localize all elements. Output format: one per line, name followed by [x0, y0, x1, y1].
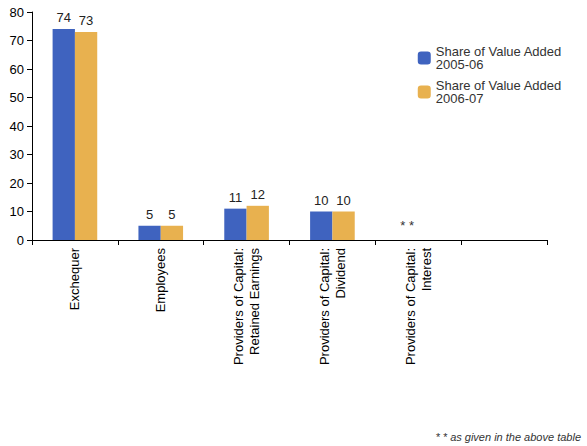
svg-text:* * as given in the above tabl: * * as given in the above table: [435, 431, 581, 443]
svg-text:80: 80: [10, 5, 24, 20]
svg-text:Share of Value Added: Share of Value Added: [435, 78, 562, 93]
svg-text:60: 60: [10, 62, 24, 77]
svg-text:Retained Earnings: Retained Earnings: [247, 248, 262, 355]
svg-text:0: 0: [17, 233, 24, 248]
svg-text:20: 20: [10, 176, 24, 191]
svg-text:5: 5: [168, 207, 175, 222]
svg-text:Providers of Capital:: Providers of Capital:: [403, 248, 418, 365]
svg-text:70: 70: [10, 33, 24, 48]
svg-text:10: 10: [314, 193, 328, 208]
svg-text:Dividend: Dividend: [333, 248, 348, 299]
svg-text:Providers of Capital:: Providers of Capital:: [231, 248, 246, 365]
svg-text:12: 12: [251, 187, 265, 202]
svg-text:74: 74: [57, 10, 71, 25]
svg-text:Providers of Capital:: Providers of Capital:: [317, 248, 332, 365]
svg-text:73: 73: [79, 13, 93, 28]
svg-text:5: 5: [146, 207, 153, 222]
svg-text:11: 11: [229, 190, 243, 205]
svg-text:40: 40: [10, 119, 24, 134]
svg-text:Exchequer: Exchequer: [67, 247, 82, 310]
svg-text:30: 30: [10, 147, 24, 162]
svg-text:10: 10: [336, 193, 350, 208]
svg-text:Interest: Interest: [419, 248, 434, 292]
svg-text:Share of Value Added: Share of Value Added: [435, 44, 562, 59]
svg-text:2006-07: 2006-07: [436, 91, 484, 106]
svg-text:* *: * *: [400, 218, 414, 233]
svg-text:10: 10: [10, 204, 24, 219]
svg-text:2005-06: 2005-06: [436, 57, 484, 72]
svg-text:Employees: Employees: [153, 248, 168, 313]
svg-text:50: 50: [10, 90, 24, 105]
